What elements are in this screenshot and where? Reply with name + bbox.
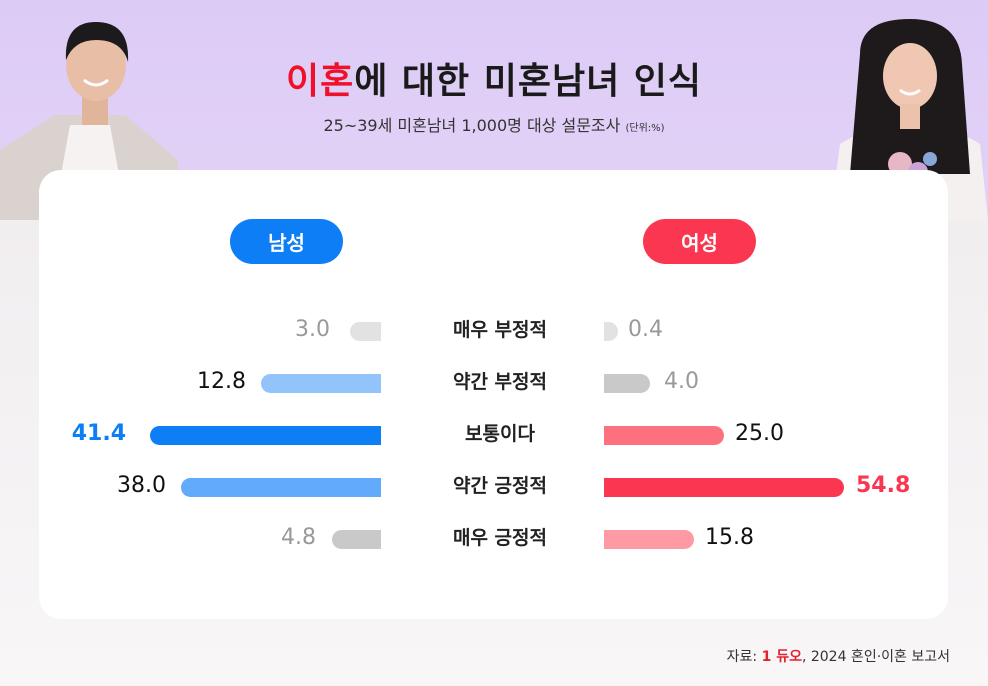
source-note: 자료: 1 듀오, 2024 혼인·이혼 보고서 [727,646,950,666]
chart-row: 12.8 약간 부정적 4.0 [0,370,988,394]
female-bar [604,426,724,445]
legend-male-badge: 남성 [230,219,343,264]
male-bar [261,374,381,393]
legend-female-badge: 여성 [643,219,756,264]
male-bar [181,478,381,497]
duo-logo: 1 듀오 [761,649,802,665]
female-value: 4.0 [664,369,699,394]
male-value: 3.0 [295,317,330,342]
female-bar [604,478,844,497]
male-bar [150,426,381,445]
female-bar [604,530,694,549]
chart-subtitle: 25~39세 미혼남녀 1,000명 대상 설문조사 (단위:%) [0,112,988,136]
chart-title: 이혼에 대한 미혼남녀 인식 [0,52,988,104]
female-value: 0.4 [628,317,663,342]
male-bar [350,322,381,341]
female-bar [604,322,618,341]
category-label: 약간 부정적 [452,371,547,393]
category-label: 매우 긍정적 [452,527,547,549]
male-value-highlight: 41.4 [71,421,126,446]
female-value-highlight: 54.8 [856,473,911,498]
category-label: 보통이다 [465,423,535,445]
title-rest: 에 대한 미혼남녀 인식 [354,61,702,102]
female-value: 15.8 [705,525,754,550]
female-value: 25.0 [735,421,784,446]
chart-card [39,170,948,619]
man-portrait-image [0,22,178,220]
female-bar [604,374,650,393]
chart-row: 41.4 보통이다 25.0 [0,422,988,446]
chart-row: 3.0 매우 부정적 0.4 [0,318,988,342]
male-bar [332,530,381,549]
subtitle-text: 25~39세 미혼남녀 1,000명 대상 설문조사 [323,116,621,135]
male-value: 38.0 [117,473,166,498]
chart-row: 4.8 매우 긍정적 15.8 [0,526,988,550]
category-label: 매우 부정적 [452,319,547,341]
chart-row: 38.0 약간 긍정적 54.8 [0,474,988,498]
male-value: 4.8 [281,525,316,550]
male-value: 12.8 [197,369,246,394]
title-highlight: 이혼 [286,61,355,102]
brand-name: 듀오 [776,649,802,665]
unit-label: (단위:%) [625,123,665,134]
category-label: 약간 긍정적 [452,475,547,497]
source-prefix: 자료: [726,649,762,665]
source-suffix: , 2024 혼인·이혼 보고서 [801,649,950,665]
